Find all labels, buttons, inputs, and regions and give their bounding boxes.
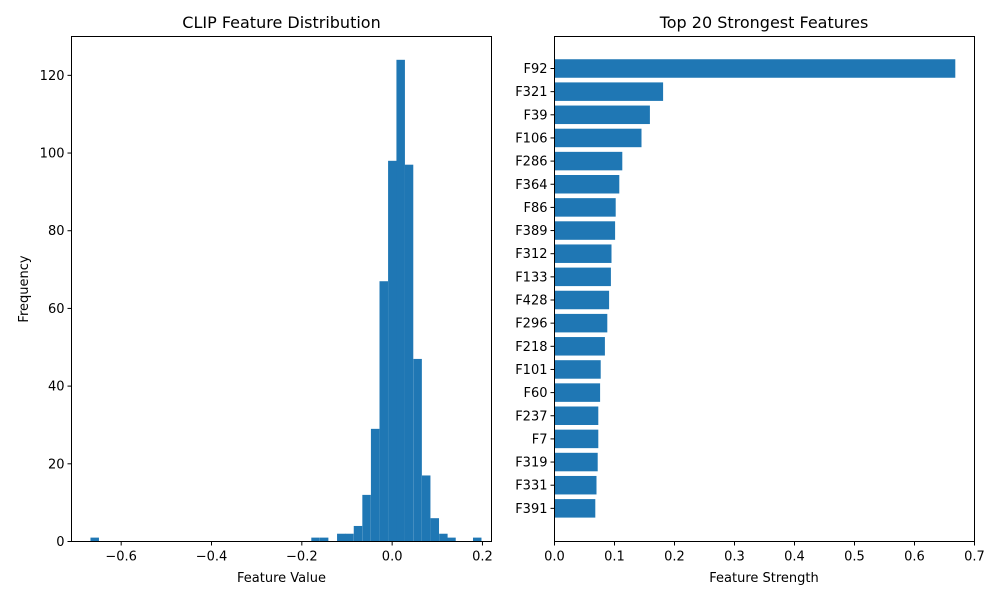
top-features-x-label: Feature Strength [709, 571, 819, 586]
feature-x-tick-label: 0.1 [604, 550, 625, 565]
feature-bar [554, 244, 612, 263]
histogram-y-tick-label: 120 [40, 69, 65, 84]
feature-bar [554, 198, 616, 217]
histogram-y-tick-label: 0 [56, 535, 64, 550]
feature-bar [554, 337, 605, 356]
histogram-bin [337, 533, 346, 542]
feature-bar [554, 406, 599, 425]
feature-label: F106 [515, 131, 547, 146]
histogram-x-tick-label: −0.2 [286, 550, 318, 565]
histogram-bin [90, 537, 99, 542]
histogram-bars [90, 59, 482, 542]
histogram-bin [396, 59, 405, 542]
feature-bar [554, 267, 611, 287]
feature-bar [554, 175, 620, 194]
feature-label: F39 [523, 108, 547, 123]
feature-bar [554, 313, 608, 333]
histogram-axes-frame [71, 36, 492, 542]
histogram-bin [421, 475, 431, 542]
feature-bar [554, 151, 623, 171]
feature-x-tick-label: 0.5 [844, 550, 865, 565]
histogram-bin [388, 160, 397, 542]
histogram-bin [472, 537, 482, 542]
histogram-bin [379, 281, 388, 542]
feature-bar [554, 59, 956, 78]
feature-label: F364 [515, 178, 547, 193]
feature-x-tick-label: 0.4 [784, 550, 805, 565]
feature-label: F7 [532, 432, 548, 447]
histogram-bin [404, 164, 414, 542]
feature-bar [554, 221, 616, 240]
feature-bar [554, 360, 601, 379]
histogram-bin [319, 537, 329, 542]
feature-bar [554, 128, 642, 148]
top-features-x-ticks: 0.0 0.1 0.2 0.3 0.4 0.5 0.6 0.7 [544, 541, 985, 565]
feature-bar [554, 499, 596, 518]
feature-label: F101 [515, 363, 547, 378]
histogram-x-tick-label: 0.0 [382, 550, 403, 565]
feature-x-tick-label: 0.0 [544, 550, 565, 565]
histogram-y-ticks: 0 20 40 60 80 100 120 [40, 69, 72, 550]
histogram-x-tick-label: 0.2 [472, 550, 493, 565]
histogram-bin [447, 537, 456, 542]
feature-bar [554, 429, 599, 449]
feature-x-tick-label: 0.3 [724, 550, 745, 565]
histogram-y-label: Frequency [17, 255, 32, 322]
feature-bar [554, 82, 664, 101]
feature-label: F391 [515, 502, 547, 517]
histogram-bin [413, 358, 422, 542]
histogram-x-tick-label: −0.6 [105, 550, 137, 565]
top-features-bars [554, 59, 956, 518]
feature-label: F428 [515, 294, 547, 309]
feature-label: F133 [515, 270, 547, 285]
histogram-y-tick-label: 20 [48, 457, 65, 472]
top-features-title: Top 20 Strongest Features [659, 13, 869, 32]
feature-x-tick-label: 0.6 [904, 550, 925, 565]
histogram-x-ticks: −0.6 −0.4 −0.2 0.0 0.2 [105, 541, 493, 565]
feature-label: F286 [515, 155, 547, 170]
histogram-bin [353, 525, 363, 542]
feature-label: F321 [515, 85, 547, 100]
histogram-bin [370, 428, 380, 542]
histogram-x-label: Feature Value [237, 571, 326, 586]
feature-bar [554, 105, 650, 125]
feature-label: F237 [515, 409, 547, 424]
feature-bar [554, 290, 610, 310]
feature-label: F312 [515, 247, 547, 262]
histogram-bin [311, 537, 320, 542]
histogram-y-tick-label: 100 [40, 147, 65, 162]
top-features-panel: Top 20 Strongest Features 0.0 0.1 0.2 0.3 0.… [515, 13, 985, 586]
feature-bar [554, 383, 601, 402]
histogram-title: CLIP Feature Distribution [182, 13, 380, 32]
histogram-bin [439, 533, 448, 542]
feature-label: F319 [515, 456, 547, 471]
histogram-y-tick-label: 40 [48, 380, 65, 395]
feature-label: F389 [515, 224, 547, 239]
feature-bar [554, 452, 598, 472]
feature-label: F218 [515, 340, 547, 355]
feature-label: F86 [523, 201, 547, 216]
feature-bar [554, 475, 597, 495]
feature-label: F92 [523, 62, 547, 77]
feature-x-tick-label: 0.2 [664, 550, 685, 565]
histogram-bin [345, 533, 354, 542]
top-features-axes-frame [554, 36, 975, 542]
top-features-y-ticks: F92 F321 F39 F106 F286 F364 F86 F389 F312 F133 F42… [515, 62, 555, 517]
histogram-bin [362, 494, 371, 542]
histogram-y-tick-label: 80 [48, 224, 65, 239]
histogram-bin [430, 518, 440, 542]
feature-label: F296 [515, 317, 547, 332]
feature-label: F60 [523, 386, 547, 401]
feature-label: F331 [515, 479, 547, 494]
histogram-x-tick-label: −0.4 [196, 550, 228, 565]
histogram-y-tick-label: 60 [48, 302, 65, 317]
histogram-panel: CLIP Feature Distribution −0.6 −0.4 −0.2 0.… [17, 13, 493, 586]
feature-x-tick-label: 0.7 [964, 550, 985, 565]
